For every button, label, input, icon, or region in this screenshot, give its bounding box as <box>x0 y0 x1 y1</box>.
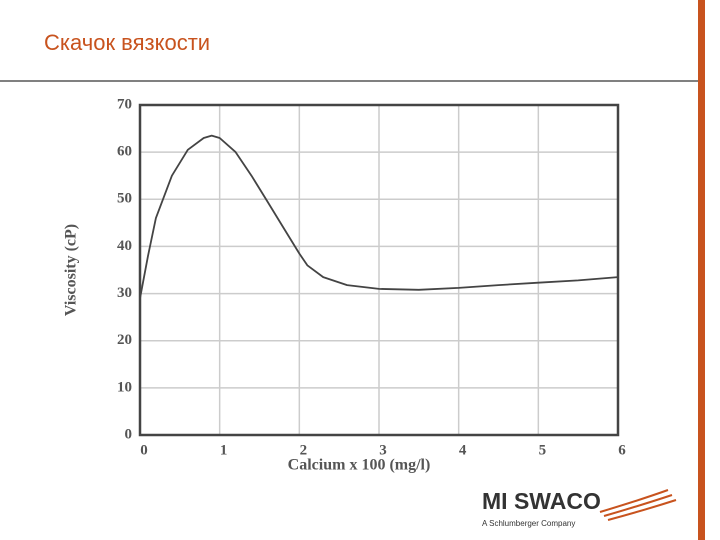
x-tick-label: 6 <box>618 442 626 458</box>
y-tick-label: 20 <box>117 332 132 348</box>
y-tick-label: 10 <box>117 379 132 395</box>
x-tick-label: 2 <box>300 442 308 458</box>
data-line <box>139 134 619 299</box>
y-tick-label: 70 <box>117 96 132 112</box>
x-axis-title: Calcium x 100 (mg/l) <box>288 457 431 474</box>
x-tick-label: 4 <box>459 442 467 458</box>
x-tick-label: 1 <box>220 442 228 458</box>
y-axis-title: Viscosity (cP) <box>63 224 80 316</box>
x-tick-label: 3 <box>379 442 387 458</box>
y-tick-label: 30 <box>117 285 132 301</box>
logo-name: MI SWACO <box>482 488 601 514</box>
y-tick-label: 0 <box>125 426 133 442</box>
side-strip <box>698 0 705 540</box>
slide-title: Скачок вязкости <box>44 30 210 55</box>
x-tick-label: 0 <box>140 442 148 458</box>
logo: MI SWACO A Schlumberger Company <box>482 488 677 528</box>
y-tick-label: 40 <box>117 238 132 254</box>
y-tick-label: 60 <box>117 144 132 160</box>
y-tick-label: 50 <box>117 191 132 207</box>
plot-frame <box>138 103 620 437</box>
logo-tagline: A Schlumberger Company <box>482 519 575 528</box>
logo-swoosh <box>599 489 677 521</box>
x-tick-label: 5 <box>539 442 547 458</box>
